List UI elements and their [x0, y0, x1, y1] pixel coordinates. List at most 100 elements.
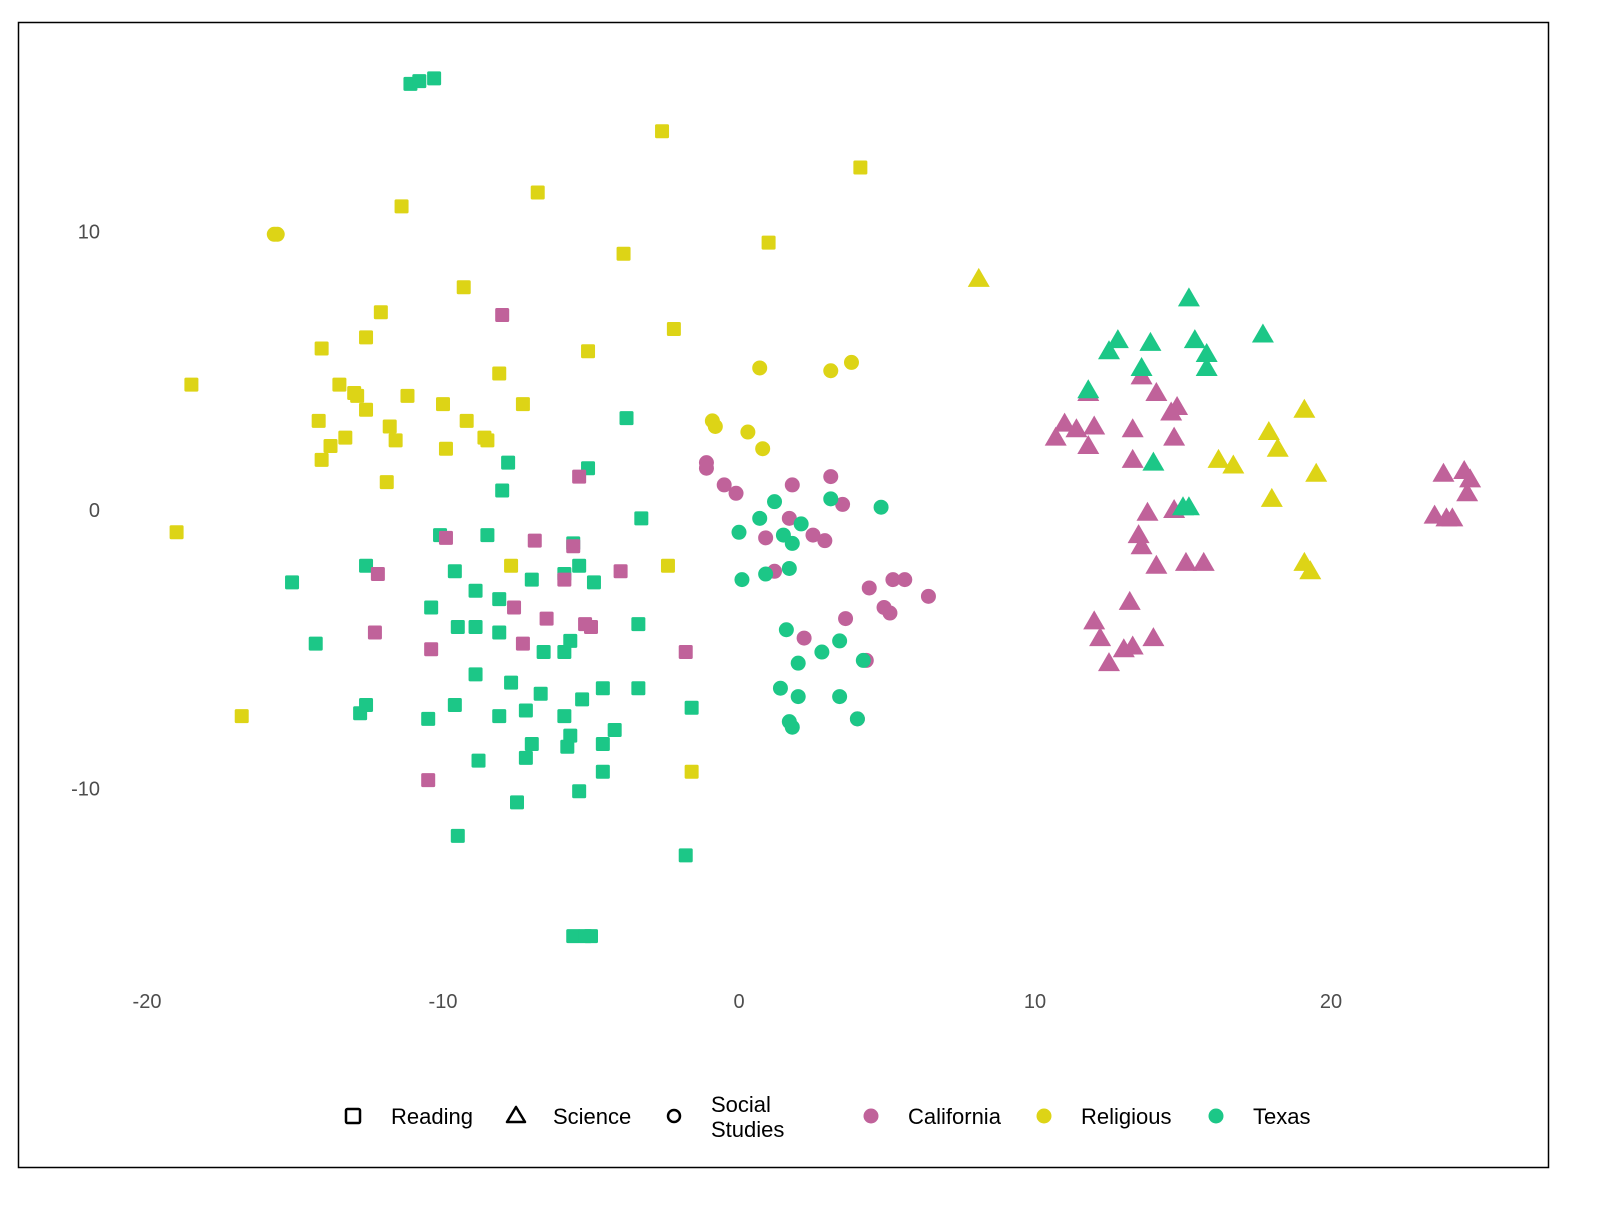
triangle-point [1177, 287, 1200, 307]
triangle-point [1160, 401, 1183, 421]
circle-point [752, 510, 768, 526]
square-point [438, 530, 453, 545]
square-point [527, 533, 542, 548]
square-point [595, 681, 610, 696]
circle-point [817, 533, 833, 549]
square-point [421, 773, 436, 788]
circle-point [823, 469, 839, 485]
square-point [631, 617, 646, 632]
square-point [367, 625, 382, 640]
circle-point [772, 680, 788, 696]
circle-point [849, 711, 865, 727]
square-point [400, 388, 415, 403]
square-point [607, 723, 622, 738]
square-point [427, 71, 442, 86]
triangle-point [1118, 590, 1141, 610]
square-point [285, 575, 300, 590]
square-point [373, 305, 388, 320]
square-point [308, 636, 323, 651]
legend-label-line: Studies [711, 1117, 784, 1142]
triangle-point [1053, 412, 1076, 432]
circle-point [767, 494, 783, 510]
circle-point [832, 633, 848, 649]
square-point [338, 430, 353, 445]
triangle-point [1077, 379, 1100, 399]
square-point [359, 330, 374, 345]
triangle-point [1177, 496, 1200, 516]
triangle-point [1121, 448, 1144, 468]
circle-point [823, 363, 839, 379]
circle-legend-icon [666, 1108, 682, 1124]
circle-point [734, 572, 750, 588]
x-tick-label: -10 [429, 991, 458, 1013]
triangle-point [1174, 551, 1197, 571]
circle-point [790, 655, 806, 671]
legend-label: Reading [391, 1104, 473, 1129]
circle-point [707, 418, 723, 434]
circle-point [752, 360, 768, 376]
triangle-point [1139, 331, 1162, 351]
circle-point [728, 485, 744, 501]
triangle-point [1260, 487, 1283, 507]
legend-label: California [908, 1104, 1002, 1129]
circle-point [885, 572, 901, 588]
square-point [394, 199, 409, 214]
square-point [557, 645, 572, 660]
circle-point [920, 588, 936, 604]
square-point [359, 697, 374, 712]
circle-point [873, 499, 889, 515]
square-point [510, 795, 524, 810]
square-point [323, 438, 338, 453]
square-point [575, 692, 590, 707]
square-point [421, 711, 436, 726]
square-point [234, 709, 249, 724]
square-point [359, 402, 374, 417]
square-point [584, 619, 598, 634]
circle-point [758, 530, 774, 546]
circle-point [882, 605, 898, 621]
triangle-point [1142, 627, 1165, 647]
square-point [684, 764, 699, 779]
triangle-point [1163, 426, 1186, 446]
square-point [563, 633, 578, 648]
square-point [666, 321, 681, 336]
square-point [655, 124, 670, 139]
square-point [450, 619, 465, 634]
plot-border [17, 21, 1550, 1169]
triangle-point [1083, 610, 1106, 630]
square-point [459, 413, 474, 428]
square-point [595, 736, 610, 751]
square-point [495, 308, 510, 323]
triangle-point [1192, 551, 1215, 571]
triangle-point [1432, 462, 1455, 482]
square-point [678, 848, 693, 863]
square-point [536, 645, 551, 660]
square-point [507, 600, 522, 615]
y-tick-label: 0 [89, 500, 100, 522]
x-axis-ticks: -20 -10 0 10 20 [133, 991, 1343, 1013]
triangle-point [1044, 426, 1067, 446]
square-point [557, 572, 572, 587]
square-point [504, 558, 519, 573]
triangle-point [1257, 421, 1280, 441]
triangle-point [1195, 343, 1218, 363]
square-point [586, 575, 601, 590]
square-point [678, 645, 693, 660]
square-point [447, 697, 462, 712]
square-point [595, 764, 610, 779]
triangle-point [1299, 560, 1322, 580]
triangle-point [1130, 356, 1153, 376]
square-point [492, 625, 507, 640]
circle-point [781, 510, 797, 526]
triangle-point [1266, 437, 1289, 457]
triangle-point [1083, 415, 1106, 435]
square-point [572, 784, 587, 799]
circle-point [716, 477, 732, 493]
square-point [314, 452, 329, 467]
square-point [560, 739, 575, 754]
triangle-point [1098, 340, 1120, 360]
legend-color-dot [863, 1108, 879, 1124]
square-point [456, 280, 471, 295]
square-point [359, 558, 374, 573]
triangle-point [1183, 329, 1206, 349]
